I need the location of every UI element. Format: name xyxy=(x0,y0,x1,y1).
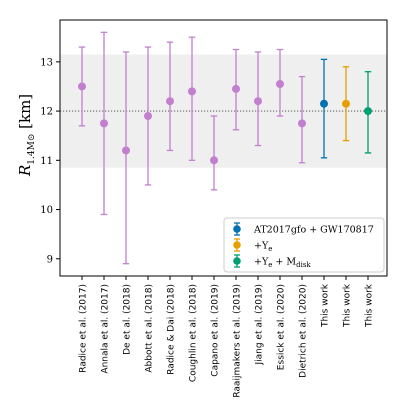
y-tick-label: 12 xyxy=(40,107,53,118)
y-axis-label-subscript: 1.4M⊙ xyxy=(27,134,37,165)
data-point-group xyxy=(254,51,262,147)
data-point xyxy=(188,87,196,96)
plot-frame xyxy=(59,19,388,277)
x-tick-label: This work xyxy=(365,283,375,328)
data-point xyxy=(298,119,306,128)
x-tick-label: Raaijmakers et al. (2019) xyxy=(233,284,243,398)
legend-label-part: +Y xyxy=(254,257,269,268)
x-tick-label: Radice et al. (2017) xyxy=(79,284,89,373)
x-tick-label: Dietrich et al. (2020) xyxy=(299,284,309,378)
data-point xyxy=(100,119,108,128)
x-tick-label: Annala et al. (2017) xyxy=(101,284,111,374)
x-tick-label: Capano et al. (2019) xyxy=(211,284,221,377)
x-tick-label: De et al. (2018) xyxy=(123,284,133,355)
legend-label-part: disk xyxy=(296,261,311,269)
legend-label-part: e xyxy=(268,261,272,269)
x-tick-label: Jiang et al. (2019) xyxy=(255,284,265,366)
y-tick-label: 13 xyxy=(40,57,53,68)
legend-label-part: +Y xyxy=(254,241,269,252)
data-point-group xyxy=(276,48,284,117)
data-point-group xyxy=(320,58,328,159)
x-tick-label: This work xyxy=(343,283,353,328)
y-axis-label-unit: [km] xyxy=(16,94,34,134)
x-tick-label: This work xyxy=(321,283,331,328)
legend: AT2017gfo + GW170817+Ye+Ye + Mdisk xyxy=(223,217,385,273)
data-point-group xyxy=(78,46,86,127)
legend-label: +Ye + Mdisk xyxy=(254,257,311,270)
data-point xyxy=(166,97,174,106)
legend-box xyxy=(223,217,385,273)
y-tick-label: 10 xyxy=(40,205,53,216)
y-axis: 9 10 11 12 13 xyxy=(40,57,60,265)
data-point xyxy=(254,97,262,106)
legend-label-part: + M xyxy=(272,257,296,268)
data-point-group xyxy=(188,36,196,161)
legend-marker-dot xyxy=(233,257,241,265)
data-point-group xyxy=(210,115,218,191)
data-point-group xyxy=(122,51,130,265)
data-point-group xyxy=(298,75,306,164)
data-point xyxy=(232,84,240,93)
data-point-group xyxy=(342,66,350,142)
data-point xyxy=(144,112,152,120)
data-point xyxy=(122,146,130,155)
data-point-group xyxy=(232,48,240,131)
legend-label: AT2017gfo + GW170817 xyxy=(253,225,374,236)
y-axis-label: R1.4M⊙ [km] xyxy=(16,94,37,177)
data-point xyxy=(78,82,86,91)
data-point-group xyxy=(100,31,108,216)
data-point xyxy=(210,156,218,165)
data-points-layer xyxy=(78,31,372,265)
y-tick-label: 11 xyxy=(40,156,53,167)
x-tick-label: Coughlin et al. (2018) xyxy=(189,284,199,382)
legend-marker-dot xyxy=(233,225,241,233)
x-tick-label: Essick et al. (2020) xyxy=(277,284,287,370)
data-point-group xyxy=(364,71,372,154)
data-point-group xyxy=(144,46,152,186)
data-point xyxy=(342,99,350,108)
y-axis-label-main: R xyxy=(16,165,34,177)
data-point-group xyxy=(166,41,174,152)
legend-marker-dot xyxy=(233,241,241,249)
y-tick-label: 9 xyxy=(47,254,53,265)
x-tick-label: Radice & Dai (2018) xyxy=(167,284,177,375)
x-axis: Radice et al. (2017) Annala et al. (2017)… xyxy=(79,276,375,398)
data-point xyxy=(364,107,372,116)
data-point xyxy=(320,99,328,108)
data-point xyxy=(276,80,284,88)
legend-label-part: e xyxy=(268,245,272,253)
legend-label: +Ye xyxy=(254,241,272,254)
x-tick-label: Abbott et al. (2018) xyxy=(145,284,155,373)
